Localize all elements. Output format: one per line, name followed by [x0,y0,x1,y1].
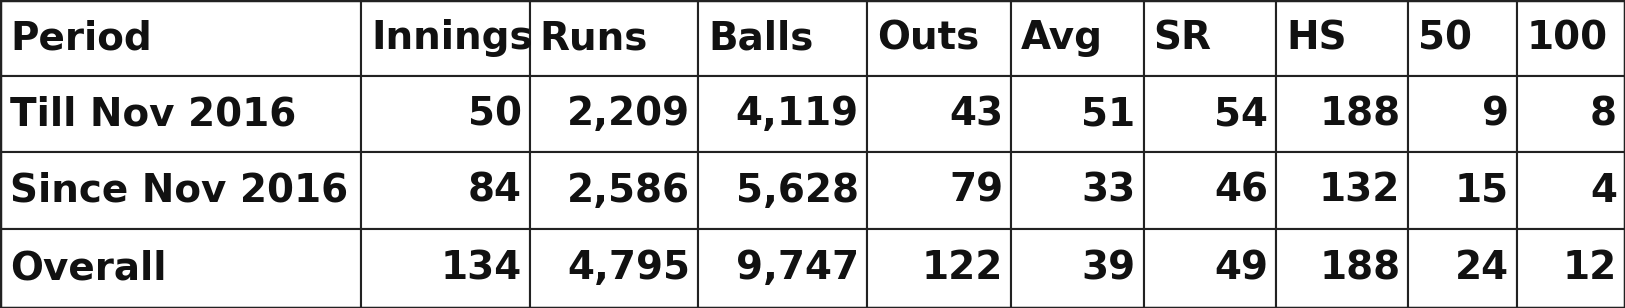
Text: 100: 100 [1526,19,1607,57]
Text: 39: 39 [1081,249,1136,287]
Bar [1516,152,1625,229]
Bar [1276,0,1409,76]
Text: 5,628: 5,628 [736,172,858,210]
Bar [699,152,866,229]
Text: 12: 12 [1563,249,1617,287]
Bar [1011,76,1144,152]
Bar [1516,0,1625,76]
Text: 79: 79 [949,172,1003,210]
Text: 134: 134 [440,249,522,287]
Bar [699,229,866,308]
Bar [1409,76,1516,152]
Text: Period: Period [10,19,151,57]
Bar [0,0,361,76]
Text: HS: HS [1285,19,1347,57]
Bar [0,76,361,152]
Text: 4: 4 [1589,172,1617,210]
Text: Balls: Balls [708,19,814,57]
Bar [1516,229,1625,308]
Bar [1409,0,1516,76]
Bar [361,76,530,152]
Bar [1276,229,1409,308]
Text: Since Nov 2016: Since Nov 2016 [10,172,348,210]
Bar [530,229,699,308]
Text: 8: 8 [1589,95,1617,133]
Text: 51: 51 [1081,95,1136,133]
Text: 188: 188 [1320,249,1401,287]
Bar [0,152,361,229]
Bar [1516,76,1625,152]
Text: 54: 54 [1214,95,1268,133]
Text: Runs: Runs [540,19,648,57]
Text: 2,586: 2,586 [567,172,691,210]
Bar [530,152,699,229]
Bar [1144,0,1276,76]
Text: 188: 188 [1320,95,1401,133]
Text: 43: 43 [949,95,1003,133]
Bar [0,229,361,308]
Bar [1276,76,1409,152]
Bar [699,0,866,76]
Bar [1409,152,1516,229]
Bar [361,229,530,308]
Bar [699,76,866,152]
Text: 2,209: 2,209 [567,95,691,133]
Bar [530,76,699,152]
Bar [1144,76,1276,152]
Text: Innings: Innings [370,19,533,57]
Text: 132: 132 [1320,172,1401,210]
Bar [1276,152,1409,229]
Bar [1011,229,1144,308]
Bar [866,76,1011,152]
Text: 50: 50 [1419,19,1472,57]
Text: 46: 46 [1214,172,1268,210]
Text: Overall: Overall [10,249,166,287]
Bar [361,152,530,229]
Text: Avg: Avg [1020,19,1103,57]
Text: 9,747: 9,747 [736,249,858,287]
Text: 50: 50 [468,95,522,133]
Bar [866,229,1011,308]
Bar [1409,229,1516,308]
Text: 33: 33 [1081,172,1136,210]
Text: Till Nov 2016: Till Nov 2016 [10,95,296,133]
Bar [1011,0,1144,76]
Text: 84: 84 [468,172,522,210]
Bar [1144,229,1276,308]
Text: SR: SR [1154,19,1212,57]
Text: 49: 49 [1214,249,1268,287]
Bar [530,0,699,76]
Text: Outs: Outs [876,19,978,57]
Text: 15: 15 [1454,172,1508,210]
Bar [866,0,1011,76]
Text: 4,795: 4,795 [567,249,691,287]
Bar [866,152,1011,229]
Text: 9: 9 [1482,95,1508,133]
Bar [361,0,530,76]
Bar [1011,152,1144,229]
Text: 4,119: 4,119 [736,95,858,133]
Text: 24: 24 [1454,249,1508,287]
Bar [1144,152,1276,229]
Text: 122: 122 [921,249,1003,287]
